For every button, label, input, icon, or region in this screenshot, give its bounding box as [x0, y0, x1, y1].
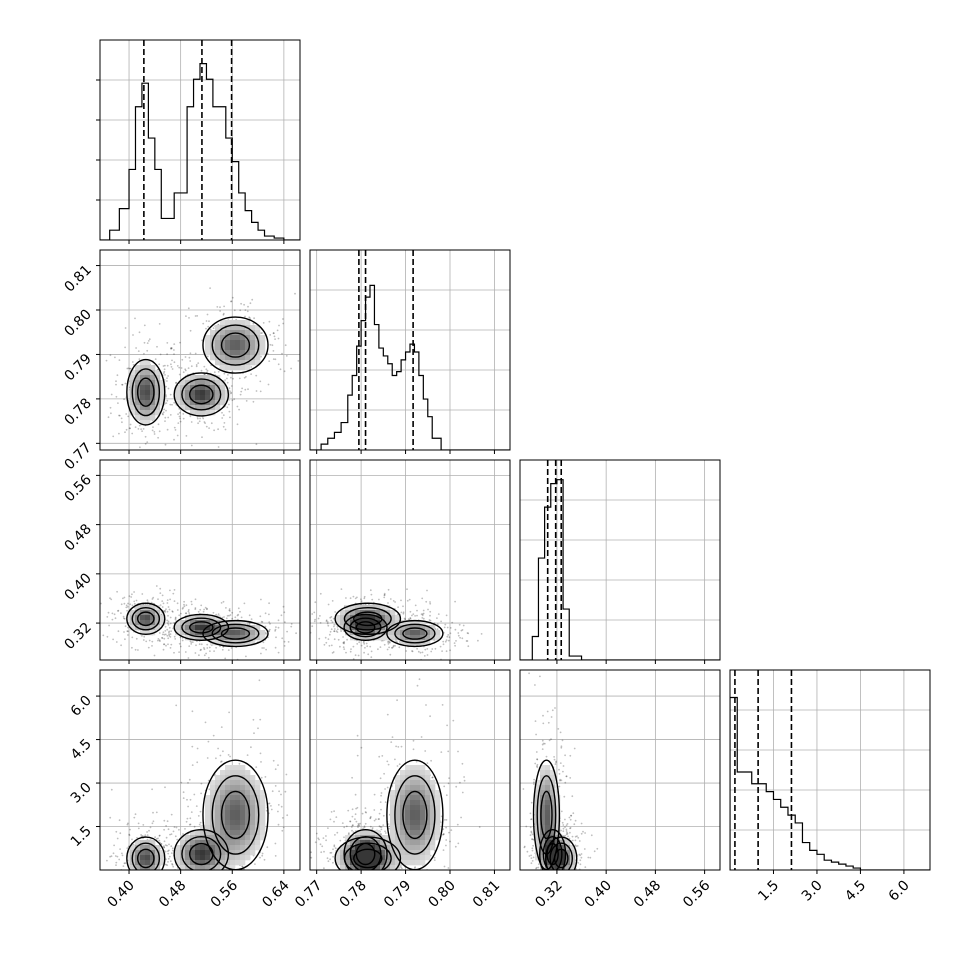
panel-frame	[309, 459, 511, 661]
panel-r2-c1	[309, 459, 511, 664]
x-tick-label: 0.48	[156, 878, 189, 911]
histogram-step	[100, 63, 300, 240]
panel-r3-c3: 1.5 3.0 4.5 6.0	[729, 669, 931, 905]
y-tick-label: 0.77	[61, 440, 94, 473]
panel-r1-c0: 0.77 0.78 0.79 0.80 0.81	[61, 249, 301, 473]
x-tick-label: 0.40	[582, 878, 615, 911]
panel-frame	[99, 39, 301, 241]
panel-r2-c0: 0.32 0.40 0.48 0.56	[61, 459, 301, 664]
panel-frame	[99, 249, 301, 451]
x-tick-label: 0.56	[680, 877, 713, 910]
y-tick-label: 0.80	[61, 307, 94, 340]
x-tick-label: 6.0	[886, 878, 913, 905]
x-tick-label: 3.0	[799, 878, 826, 905]
y-tick-label: 0.56	[61, 472, 94, 505]
x-tick-label: 0.80	[425, 878, 458, 911]
histogram-step	[730, 696, 930, 870]
y-tick-label: 0.81	[61, 262, 94, 295]
y-tick-label: 0.48	[61, 521, 94, 554]
x-tick-label: 0.81	[470, 878, 503, 911]
panel-frame	[309, 249, 511, 451]
x-tick-label: 0.77	[292, 878, 325, 911]
panel-r3-c2: 0.32 0.40 0.48 0.56	[519, 669, 721, 911]
y-tick-label: 3.0	[68, 780, 95, 807]
x-tick-label: 0.32	[532, 878, 565, 911]
panel-r1-c1	[309, 249, 511, 454]
y-tick-label: 4.5	[68, 736, 95, 763]
x-tick-label: 0.78	[337, 878, 370, 911]
histogram-step	[310, 284, 510, 450]
density-fill	[130, 320, 266, 426]
y-tick-label: 0.79	[61, 351, 94, 384]
panel-frame	[99, 459, 301, 661]
contours	[126, 316, 269, 426]
histogram-step	[520, 479, 720, 660]
x-tick-label: 0.48	[631, 878, 664, 911]
contours	[126, 602, 269, 648]
panel-r2-c2	[519, 459, 721, 664]
panel-r3-c1: 0.77 0.78 0.79 0.80 0.81	[292, 669, 511, 911]
y-tick-label: 0.32	[61, 620, 94, 653]
x-tick-label: 1.5	[755, 878, 782, 905]
x-tick-label: 4.5	[842, 878, 869, 905]
scatter-cloud	[310, 678, 481, 870]
y-tick-label: 0.78	[61, 395, 94, 428]
x-tick-label: 0.64	[259, 877, 292, 910]
panel-frame	[519, 669, 721, 871]
contours	[126, 759, 269, 870]
density-fill	[130, 765, 266, 870]
x-tick-label: 0.56	[208, 877, 241, 910]
contours	[334, 602, 444, 648]
y-tick-label: 6.0	[68, 693, 95, 720]
y-tick-label: 0.40	[61, 570, 94, 603]
panel-frame	[99, 669, 301, 871]
panel-frame	[519, 459, 721, 661]
x-tick-label: 0.40	[105, 878, 138, 911]
x-tick-label: 0.79	[381, 878, 414, 911]
panel-frame	[309, 669, 511, 871]
panel-frame	[729, 669, 931, 871]
panel-r0-c0	[96, 39, 301, 244]
y-tick-label: 1.5	[68, 823, 95, 850]
panel-r3-c0: 1.5 3.0 4.5 6.0 0.40 0.48 0.56 0.64	[68, 669, 301, 911]
